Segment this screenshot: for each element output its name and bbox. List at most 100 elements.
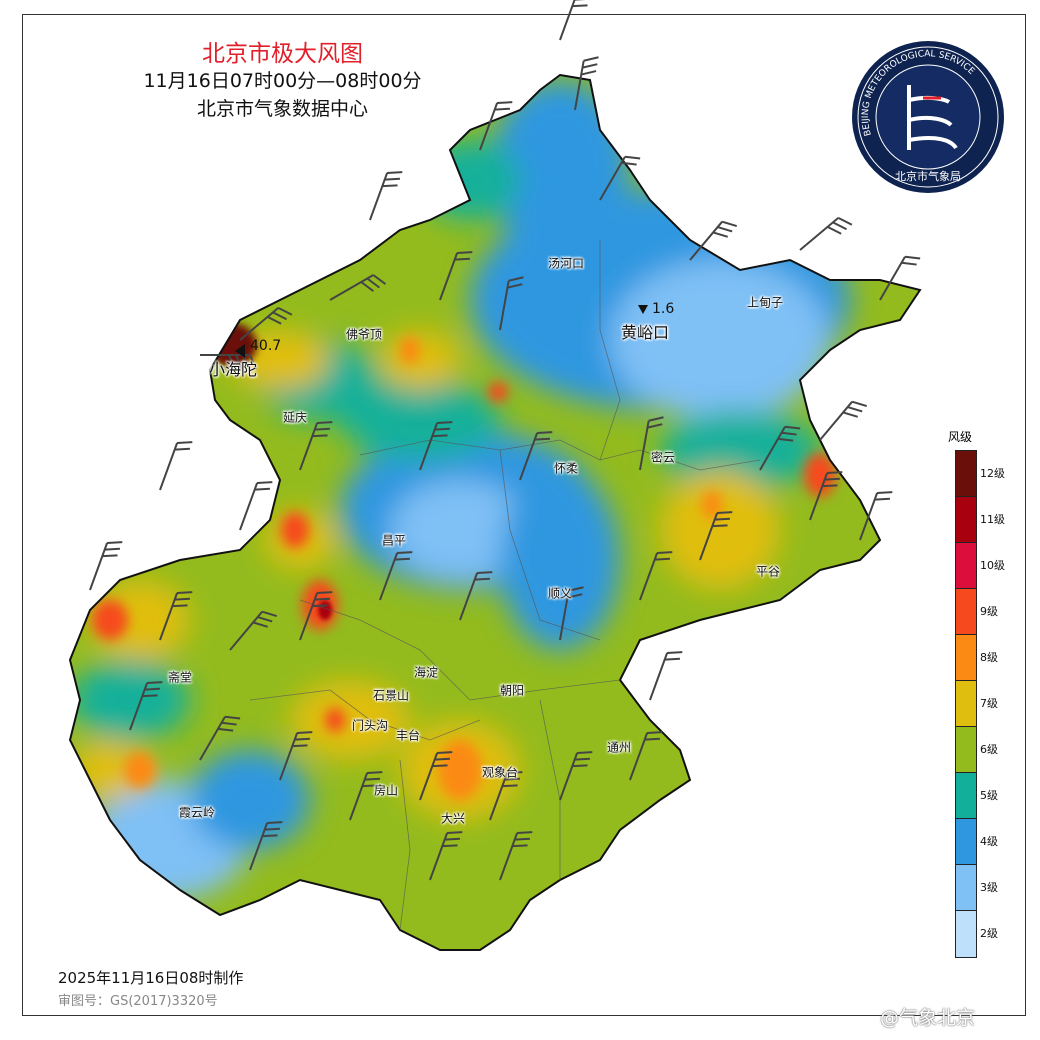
place-label: 怀柔 xyxy=(553,461,579,476)
wind-barb-icon xyxy=(629,731,663,781)
place-label: 房山 xyxy=(373,783,399,798)
place-label: 黄峪口 xyxy=(620,323,670,342)
wind-barb-icon xyxy=(429,831,463,881)
legend-swatch xyxy=(956,589,976,635)
wind-barb-icon xyxy=(639,416,664,471)
legend-swatch xyxy=(956,451,976,497)
wind-barb-icon xyxy=(559,0,590,41)
place-label: 小海陀 xyxy=(208,360,258,379)
legend-label: 8级 xyxy=(980,651,998,664)
legend-swatch xyxy=(956,681,976,727)
legend-label: 7级 xyxy=(980,697,998,710)
legend-label: 2级 xyxy=(980,927,998,940)
district-boundaries xyxy=(249,240,761,931)
wind-barb-icon xyxy=(689,220,738,261)
place-label: 延庆 xyxy=(282,410,308,425)
legend-label: 11级 xyxy=(980,513,1005,526)
wind-barb-icon xyxy=(499,276,524,331)
weibo-watermark: @气象北京 xyxy=(880,1007,976,1029)
place-label: 霞云岭 xyxy=(178,805,216,820)
wind-barb-icon xyxy=(489,771,523,821)
wind-barb-icon xyxy=(759,425,801,471)
min-wind-value: 1.6 xyxy=(652,301,675,317)
wind-barb-icon xyxy=(199,715,241,761)
wind-barb-icon xyxy=(559,751,593,801)
beijing-meteorological-service-logo: BEIJING METEOROLOGICAL SERVICE 北京市气象局 xyxy=(852,41,1004,193)
wind-barb-icon xyxy=(639,551,673,601)
legend-label: 5级 xyxy=(980,789,998,802)
wind-barb-icon xyxy=(379,551,413,601)
wind-barb-icon xyxy=(229,610,278,651)
place-label: 丰台 xyxy=(395,728,421,743)
max-wind-value: 40.7 xyxy=(250,338,282,354)
place-label: 观象台 xyxy=(481,765,519,780)
wind-barb-icon xyxy=(439,251,473,301)
place-label: 汤河口 xyxy=(547,256,585,271)
legend-title: 风级 xyxy=(948,430,973,444)
legend-swatch xyxy=(956,497,976,543)
legend-swatch xyxy=(956,865,976,911)
place-label: 昌平 xyxy=(381,533,407,548)
legend-swatch xyxy=(956,819,976,865)
data-source: 北京市气象数据中心 xyxy=(196,98,368,120)
legend-label: 9级 xyxy=(980,605,998,618)
legend-swatch xyxy=(956,543,976,589)
wind-barb-icon xyxy=(799,216,853,251)
wind-barb-icon xyxy=(369,171,403,221)
max-wind-marker-icon xyxy=(235,344,245,358)
place-label: 门头沟 xyxy=(351,718,389,733)
extreme-markers xyxy=(235,305,648,358)
min-wind-marker-icon xyxy=(638,305,648,314)
svg-text:北京市气象局: 北京市气象局 xyxy=(895,169,961,183)
wind-barb-icon xyxy=(329,274,387,301)
wind-barb-icon xyxy=(299,421,333,471)
legend-color-bar xyxy=(955,450,977,958)
wind-barbs xyxy=(89,0,921,881)
wind-barb-icon xyxy=(239,306,293,341)
wind-barb-icon xyxy=(879,255,921,301)
map-frame xyxy=(22,14,1026,1016)
legend-label: 6级 xyxy=(980,743,998,756)
wind-barb-icon xyxy=(419,421,453,471)
place-label: 密云 xyxy=(650,450,676,465)
wind-barb-icon xyxy=(89,541,123,591)
legend-swatch xyxy=(956,773,976,819)
wind-barb-icon xyxy=(249,821,283,871)
wind-barb-icon xyxy=(479,101,513,151)
legend-swatch xyxy=(956,911,976,957)
legend-swatch xyxy=(956,635,976,681)
wind-barb-icon xyxy=(559,586,584,641)
wind-barb-icon xyxy=(859,491,893,541)
legend-swatch xyxy=(956,727,976,773)
time-range: 11月16日07时00分—08时00分 xyxy=(143,70,422,92)
wind-barb-icon xyxy=(159,591,193,641)
place-label: 斋堂 xyxy=(167,670,193,685)
legend-label: 12级 xyxy=(980,467,1005,480)
production-time: 2025年11月16日08时制作 xyxy=(58,969,244,987)
map-review-number: 审图号：GS(2017)3320号 xyxy=(58,994,218,1009)
wind-barb-icon xyxy=(649,651,683,701)
wind-barb-icon xyxy=(239,481,273,531)
map-title: 北京市极大风图 xyxy=(202,41,363,67)
place-label: 大兴 xyxy=(440,811,466,826)
wind-barb-icon xyxy=(699,511,733,561)
wind-barb-icon xyxy=(599,155,641,201)
wind-barb-icon xyxy=(129,681,163,731)
legend-label: 4级 xyxy=(980,835,998,848)
place-label: 上甸子 xyxy=(746,295,784,310)
place-label: 海淀 xyxy=(413,665,439,680)
wind-barb-icon xyxy=(299,591,333,641)
place-label: 平谷 xyxy=(755,564,781,579)
wind-barb-icon xyxy=(159,441,193,491)
wind-barb-icon xyxy=(819,400,868,441)
place-label: 石景山 xyxy=(372,688,410,703)
wind-barb-icon xyxy=(349,771,383,821)
wind-barb-icon xyxy=(809,471,843,521)
wind-barb-icon xyxy=(279,731,313,781)
place-label: 佛爷顶 xyxy=(345,327,383,342)
legend-label: 3级 xyxy=(980,881,998,894)
wind-barb-icon xyxy=(519,431,553,481)
place-label: 顺义 xyxy=(547,586,573,601)
wind-barb-icon xyxy=(419,751,453,801)
